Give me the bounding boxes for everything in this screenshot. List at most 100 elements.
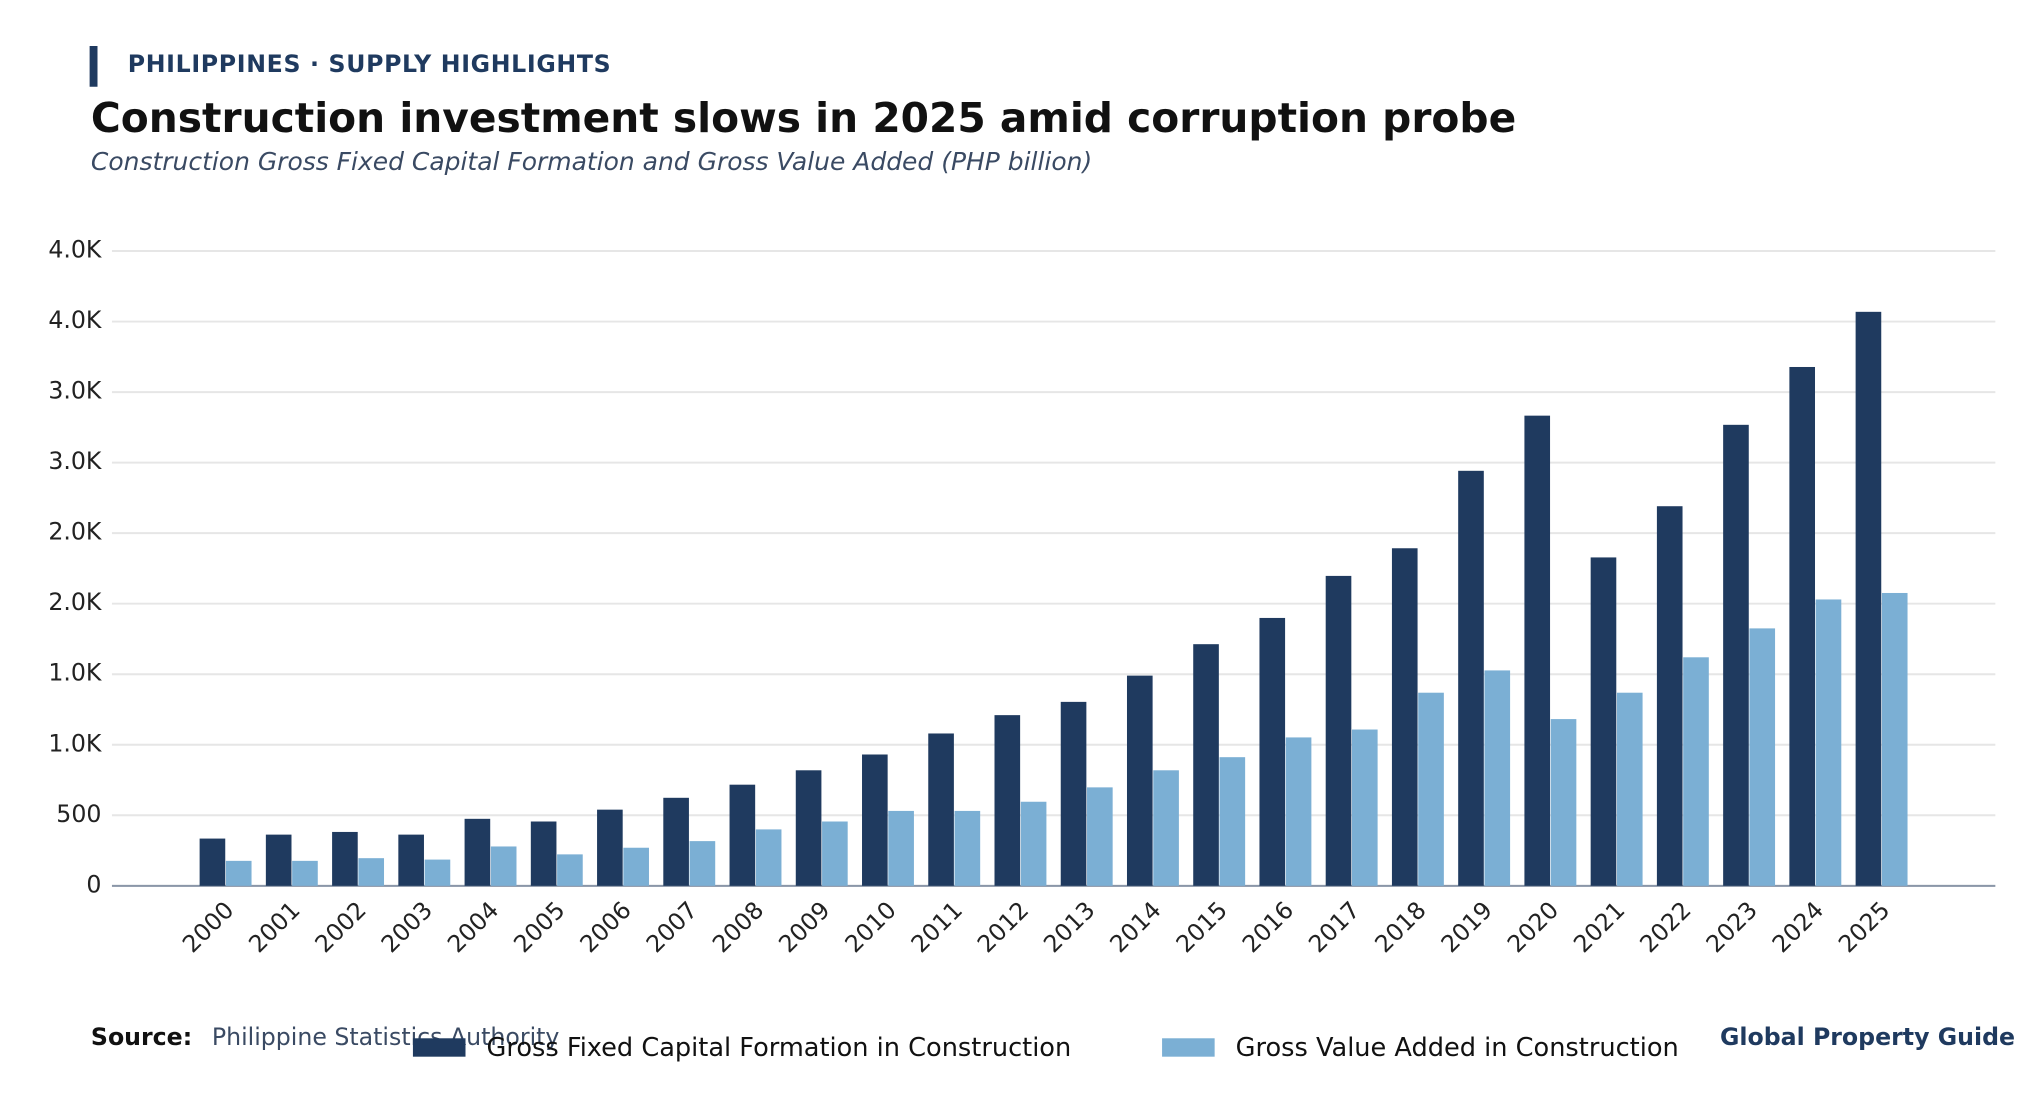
- chart-title: Construction investment slows in 2025 am…: [91, 94, 1516, 142]
- bar: [398, 834, 424, 886]
- x-tick-label: 2017: [1303, 896, 1365, 958]
- x-tick-label: 2016: [1237, 896, 1299, 958]
- bar: [862, 754, 888, 886]
- x-tick-label: 2022: [1634, 896, 1696, 958]
- legend-label: Gross Value Added in Construction: [1236, 1033, 1679, 1063]
- x-tick-label: 2024: [1767, 896, 1829, 958]
- chart-subtitle: Construction Gross Fixed Capital Formati…: [91, 147, 1092, 176]
- legend-swatch: [1162, 1038, 1215, 1057]
- x-tick-label: 2003: [376, 896, 438, 958]
- bar: [1351, 729, 1378, 886]
- x-tick-label: 2005: [508, 896, 570, 958]
- y-tick-label: 2.0K: [48, 588, 102, 616]
- bar: [292, 860, 318, 886]
- kicker-bar: [89, 46, 98, 87]
- bar: [1484, 670, 1511, 886]
- y-tick-label: 1.0K: [48, 729, 102, 757]
- bar: [424, 859, 451, 886]
- x-tick-label: 2020: [1502, 896, 1564, 958]
- bar: [1391, 548, 1418, 886]
- bar: [1418, 692, 1444, 886]
- x-tick-label: 2018: [1369, 896, 1431, 958]
- bar: [729, 784, 756, 886]
- bar: [954, 810, 981, 886]
- y-tick-label: 4.0K: [48, 306, 102, 334]
- bar: [265, 834, 292, 886]
- bar: [225, 860, 252, 886]
- bar: [1789, 366, 1816, 886]
- y-tick-label: 0: [86, 870, 101, 898]
- x-tick-label: 2006: [574, 896, 636, 958]
- bar: [822, 821, 848, 886]
- y-tick-label: 500: [56, 800, 101, 828]
- bar: [1020, 801, 1047, 886]
- x-tick-label: 2021: [1568, 896, 1630, 958]
- bar: [1219, 757, 1246, 886]
- bar: [1616, 692, 1643, 886]
- x-tick-label: 2008: [707, 896, 769, 958]
- bar: [1458, 470, 1484, 886]
- x-tick-label: 2010: [839, 896, 901, 958]
- bar: [663, 797, 689, 886]
- y-tick-label: 3.0K: [48, 447, 102, 475]
- bar: [994, 715, 1021, 886]
- x-tick-label: 2009: [773, 896, 835, 958]
- bar: [1087, 787, 1113, 886]
- bar: [358, 858, 385, 886]
- bar: [1590, 557, 1617, 886]
- x-tick-label: 2013: [1038, 896, 1100, 958]
- bar: [1060, 701, 1087, 886]
- x-tick-label: 2011: [906, 896, 968, 958]
- bar: [1325, 575, 1352, 886]
- bar: [928, 733, 954, 886]
- x-tick-label: 2002: [309, 896, 371, 958]
- bar: [1683, 657, 1709, 886]
- y-tick-label: 2.0K: [48, 518, 102, 546]
- bar: [1259, 617, 1286, 886]
- bar: [1550, 719, 1577, 886]
- x-tick-label: 2007: [641, 896, 703, 958]
- bar: [597, 809, 623, 886]
- bar: [1126, 675, 1153, 886]
- bar: [755, 829, 782, 886]
- y-tick-label: 4.0K: [48, 236, 102, 264]
- bar: [1656, 506, 1683, 886]
- y-tick-label: 1.0K: [48, 659, 102, 687]
- bar: [888, 810, 914, 886]
- source-label: Source:: [91, 1023, 192, 1051]
- bar: [1524, 415, 1551, 886]
- x-tick-label: 2014: [1104, 896, 1166, 958]
- bar: [1193, 644, 1219, 886]
- bar: [490, 846, 517, 886]
- bar: [623, 847, 649, 886]
- x-tick-label: 2015: [1171, 896, 1233, 958]
- legend-label: Gross Fixed Capital Formation in Constru…: [487, 1033, 1072, 1063]
- bar: [530, 821, 557, 886]
- x-tick-label: 2023: [1701, 896, 1763, 958]
- bar: [1855, 311, 1882, 886]
- bar: [795, 770, 822, 886]
- bar: [464, 818, 491, 886]
- x-tick-label: 2004: [442, 896, 504, 958]
- bar: [1153, 770, 1179, 886]
- y-tick-label: 3.0K: [48, 377, 102, 405]
- bar: [332, 831, 358, 886]
- bar: [557, 854, 583, 886]
- legend-swatch: [412, 1038, 466, 1057]
- kicker: PHILIPPINES · SUPPLY HIGHLIGHTS: [128, 50, 612, 78]
- bar: [1285, 737, 1312, 886]
- bar: [1723, 424, 1749, 886]
- brand: Global Property Guide: [1720, 1023, 2015, 1051]
- bar: [1881, 592, 1908, 886]
- x-tick-label: 2025: [1833, 896, 1895, 958]
- bar: [199, 838, 226, 886]
- x-tick-label: 2001: [243, 896, 305, 958]
- x-tick-label: 2000: [177, 896, 239, 958]
- x-tick-label: 2019: [1436, 896, 1498, 958]
- x-tick-label: 2012: [972, 896, 1034, 958]
- source: Philippine Statistics Authority: [212, 1023, 560, 1051]
- bar: [1749, 628, 1776, 886]
- bar: [689, 841, 716, 886]
- bar: [1815, 599, 1842, 886]
